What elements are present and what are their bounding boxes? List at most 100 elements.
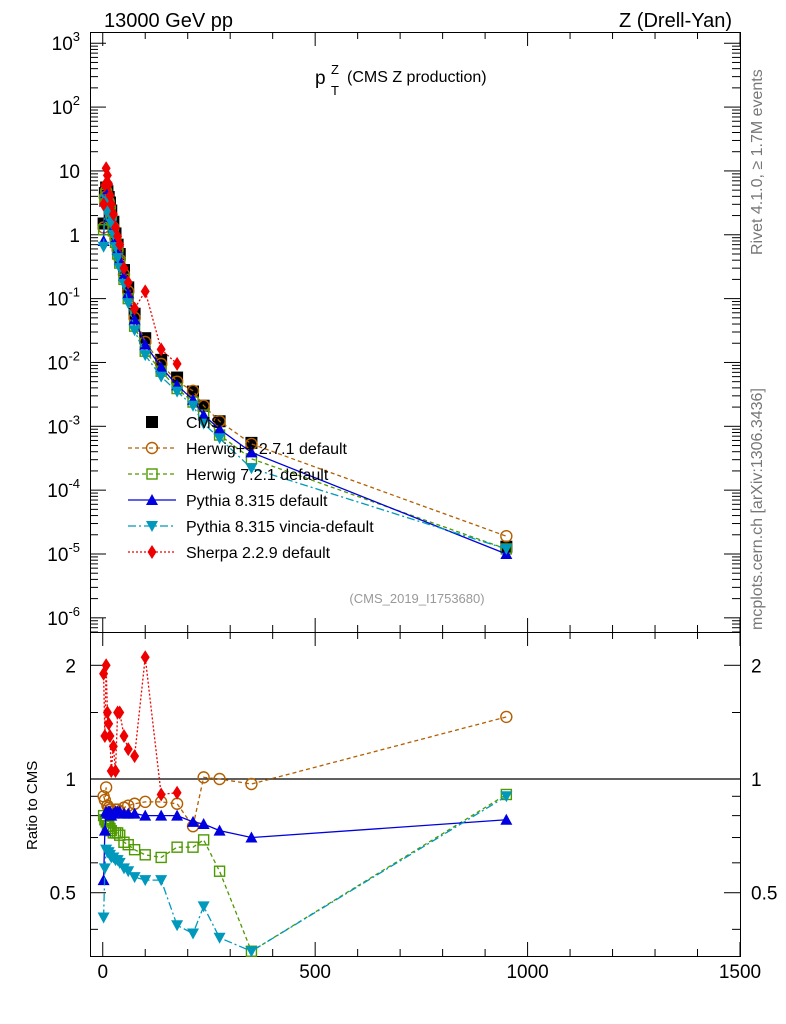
pythia-vincia-ratio-point	[139, 875, 152, 887]
sherpa-ratio-point	[110, 764, 120, 779]
x-tick-label: 1500	[719, 962, 761, 983]
title-sup: Z	[331, 62, 339, 77]
sherpa-ratio-point	[156, 787, 166, 802]
pythia-ratio-point	[98, 824, 111, 836]
sherpa-ratio-point	[123, 742, 133, 757]
pythia-vincia-ratio-point	[113, 857, 126, 869]
pythia-main-point	[155, 361, 168, 373]
pythia-vincia-main-point	[245, 463, 258, 475]
sherpa-main-point	[115, 237, 125, 252]
legend-label-herwig7: Herwig 7.2.1 default	[186, 467, 329, 484]
y-tick-label: 103	[52, 29, 80, 55]
sherpa-ratio-point	[104, 716, 114, 731]
legend-marker-herwig7	[146, 468, 158, 480]
x-tick-label: 1000	[506, 962, 548, 983]
legend: CMS Herwig++ 2.7.1 default Herwig 7.2.1 de…	[128, 415, 374, 562]
pythia-ratio-point	[213, 824, 226, 836]
pythia-main-point	[128, 313, 141, 325]
y-tick-label: 10-6	[47, 604, 80, 630]
pythia-ratio-point	[155, 809, 168, 821]
legend-marker-pythia	[146, 494, 158, 505]
sherpa-main-point	[119, 261, 129, 276]
sherpa-ratio-point	[130, 749, 140, 764]
rivet-version-label: Rivet 4.1.0, ≥ 1.7M events	[749, 69, 766, 255]
y-tick-label: 10-4	[47, 476, 80, 502]
herwig7-ratio-point	[155, 851, 167, 864]
pythia-main-point	[213, 423, 226, 435]
herwig7-ratio-point	[118, 836, 130, 848]
herwig7-ratio-point	[114, 829, 126, 841]
herwig-pp-ratio-point	[213, 772, 226, 786]
pythia-vincia-main-point	[171, 386, 184, 398]
herwig-pp-ratio-point	[98, 793, 112, 807]
y-tick-label: 10-2	[47, 348, 80, 374]
x-tick-label: 0	[97, 962, 108, 983]
pythia-vincia-ratio-point	[187, 928, 200, 940]
pythia-ratio-point	[500, 813, 513, 825]
sherpa-ratio-point	[115, 705, 125, 720]
pythia-vincia-main-point	[187, 400, 200, 412]
pythia-vincia-ratio-point	[155, 875, 168, 887]
legend-label-pythia-vincia: Pythia 8.315 vincia-default	[186, 519, 374, 536]
y-tick-label: 10-3	[47, 412, 80, 438]
sherpa-main-point	[104, 177, 114, 192]
sherpa-main-point	[130, 301, 140, 316]
main-series-group	[97, 161, 513, 559]
process-label: Z (Drell-Yan)	[619, 10, 732, 32]
pythia-ratio-point	[187, 815, 200, 827]
pythia-main-point	[197, 409, 210, 421]
pythia-vincia-ratio-point	[197, 901, 210, 913]
sherpa-ratio-point	[100, 728, 110, 743]
sherpa-main-point	[172, 356, 182, 371]
pythia-main-point	[245, 446, 258, 458]
ratio-y-tick-label: 2	[65, 656, 76, 677]
pythia-vincia-main-point	[111, 253, 124, 265]
pythia-ratio-point	[139, 809, 152, 821]
pythia-vincia-main-point	[500, 543, 513, 555]
herwig7-ratio-point	[197, 834, 210, 846]
pythia-vincia-main-point	[122, 298, 135, 310]
pythia-vincia-ratio-point	[122, 866, 135, 878]
legend-label-herwig-pp: Herwig++ 2.7.1 default	[186, 441, 348, 458]
sherpa-ratio-point	[172, 785, 182, 800]
title-sub: T	[331, 83, 339, 98]
pythia-main-point	[122, 287, 135, 299]
pythia-main-point	[139, 338, 152, 350]
pythia-ratio-point	[97, 874, 110, 886]
ratio-y-tick-label-right: 1	[751, 770, 762, 791]
legend-label-pythia: Pythia 8.315 default	[186, 493, 328, 510]
sherpa-ratio-point	[101, 658, 111, 673]
legend-marker-pythia-vincia	[146, 521, 158, 532]
y-tick-label: 10-1	[47, 285, 80, 311]
ratio-y-axis-label: Ratio to CMS	[24, 761, 41, 850]
cms-main-point	[139, 332, 152, 345]
legend-marker-cms	[146, 416, 158, 428]
herwig-pp-main-point	[500, 529, 513, 543]
mcplots-site-label: mcplots.cern.ch [arXiv:1306.3436]	[749, 388, 766, 630]
legend-marker-herwig-pp	[145, 441, 159, 455]
pythia-vincia-ratio-point	[245, 946, 258, 958]
herwig7-ratio-point	[213, 865, 226, 877]
pythia-vincia-ratio-point	[500, 791, 513, 803]
herwig-pp-ratio-point	[99, 781, 113, 794]
legend-label-cms: CMS	[186, 415, 222, 432]
sherpa-ratio-point	[140, 650, 150, 665]
sherpa-main-point	[123, 275, 133, 290]
y-tick-label: 102	[52, 93, 80, 119]
plot-title: p Z T (CMS Z production)	[315, 62, 487, 98]
pythia-vincia-main-point	[197, 418, 210, 430]
herwig7-ratio-point	[111, 827, 124, 839]
title-main: p	[315, 68, 326, 89]
pythia-vincia-ratio-point	[213, 932, 226, 944]
ratio-y-tick-label-right: 0.5	[751, 884, 777, 905]
sherpa-main-point	[108, 207, 118, 222]
pythia-ratio-point	[128, 807, 141, 819]
sherpa-ratio-point	[119, 728, 129, 743]
herwig7-ratio-point	[187, 841, 199, 853]
pythia-vincia-ratio-point	[171, 920, 184, 932]
herwig7-ratio-point	[139, 849, 151, 861]
pythia-vincia-ratio-point	[97, 912, 110, 924]
energy-label: 13000 GeV pp	[104, 10, 233, 32]
sherpa-main-point	[99, 197, 109, 212]
